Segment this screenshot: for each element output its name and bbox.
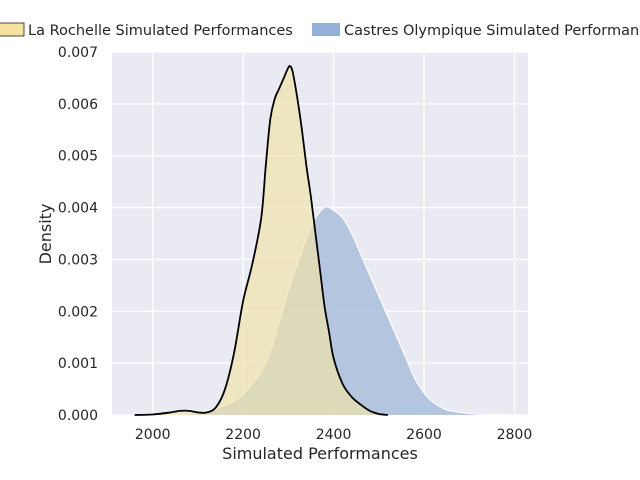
y-tick-label: 0.004 [58,201,98,217]
y-tick-label: 0.007 [58,45,98,61]
legend-swatch [312,23,340,36]
x-tick-label: 2000 [135,427,171,443]
x-tick-label: 2600 [406,427,442,443]
x-tick-label: 2800 [497,427,533,443]
x-axis-title: Simulated Performances [222,444,418,463]
density-line-series-1 [134,65,388,416]
legend-label: La Rochelle Simulated Performances [28,23,293,39]
y-tick-label: 0.003 [58,252,98,268]
y-tick-label: 0.001 [58,356,98,372]
legend-label: Castres Olympique Simulated Performances [344,23,640,39]
y-tick-labels: 0.000 0.001 0.002 0.003 0.004 0.005 0.006 0.007 [58,45,98,424]
y-tick-label: 0.005 [58,149,98,165]
x-tick-label: 2400 [316,427,352,443]
y-tick-label: 0.006 [58,97,98,113]
density-areas [130,65,515,416]
legend-swatch [0,22,25,37]
y-axis-title: Density [36,204,55,265]
y-tick-label: 0.000 [58,408,98,424]
density-area-series-1 [134,65,388,415]
y-tick-label: 0.002 [58,304,98,320]
x-tick-labels: 2000 2200 2400 2600 2800 [135,427,532,443]
x-tick-label: 2200 [225,427,261,443]
legend: La Rochelle Simulated Performances Castre… [0,22,640,39]
